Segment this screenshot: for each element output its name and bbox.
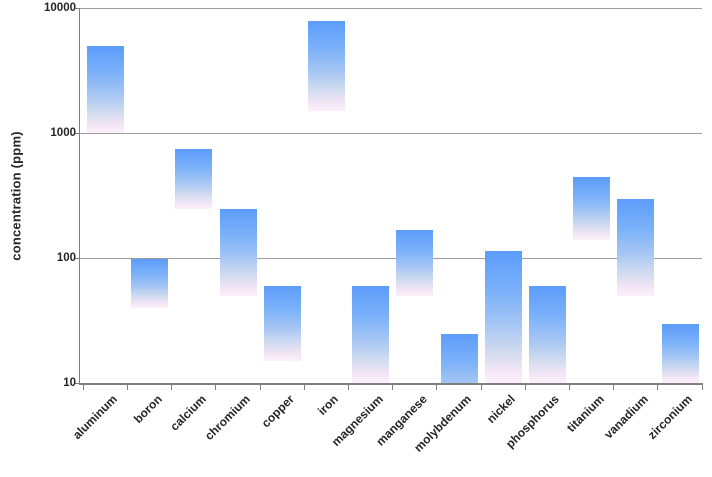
- y-tickmark-1000: [74, 133, 79, 134]
- x-tickmark: [701, 385, 703, 390]
- bar-titanium: [573, 176, 611, 241]
- y-tickmark-10: [74, 383, 79, 384]
- x-tickmark: [215, 385, 217, 390]
- bar-phosphorus: [528, 286, 566, 384]
- x-tickmark: [171, 385, 173, 390]
- x-tickmark: [392, 385, 394, 390]
- gridline-100: [79, 258, 702, 259]
- bar-aluminum: [86, 46, 124, 134]
- bar-manganese: [396, 229, 434, 297]
- y-tick-label-10: 10: [63, 376, 76, 389]
- x-tickmark: [348, 385, 349, 390]
- y-tick-label-100: 100: [56, 251, 76, 264]
- x-tickmark: [303, 385, 305, 390]
- y-tickmark-10000: [74, 8, 79, 9]
- x-axis-line: [79, 383, 703, 385]
- x-tickmark: [259, 385, 261, 390]
- y-tickmark-100: [74, 258, 79, 259]
- gridline-1000: [79, 133, 702, 134]
- x-tickmark: [569, 385, 570, 390]
- bar-calcium: [175, 149, 213, 209]
- bar-chromium: [219, 208, 257, 297]
- bar-boron: [131, 258, 169, 309]
- bar-vanadium: [617, 198, 655, 297]
- bar-molybdenum: [440, 333, 478, 384]
- y-tick-label-1000: 1000: [50, 126, 76, 139]
- x-tickmark: [127, 385, 128, 390]
- bar-magnesium: [352, 286, 390, 384]
- bar-nickel: [484, 250, 522, 384]
- bar-zirconium: [661, 323, 699, 384]
- bar-iron: [307, 20, 345, 112]
- bar-copper: [263, 286, 301, 362]
- x-tickmark: [436, 385, 438, 390]
- gridline-10000: [79, 8, 702, 9]
- x-tickmark: [613, 385, 615, 390]
- x-tickmark: [82, 385, 84, 390]
- y-tick-label-10000: 10000: [44, 1, 76, 14]
- x-tickmark: [480, 385, 482, 390]
- y-axis-line: [79, 8, 80, 385]
- x-tickmark: [524, 385, 526, 390]
- x-tickmark: [657, 385, 659, 390]
